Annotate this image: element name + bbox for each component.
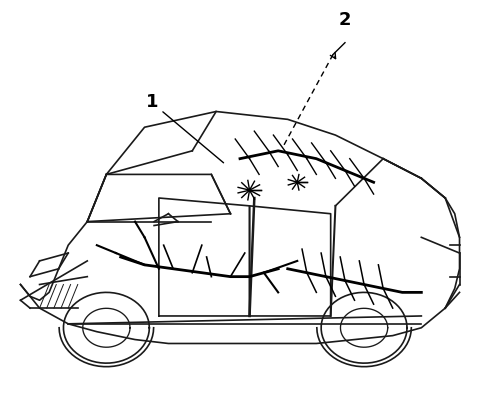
Text: 1: 1 (145, 93, 224, 163)
Text: 2: 2 (339, 11, 351, 29)
